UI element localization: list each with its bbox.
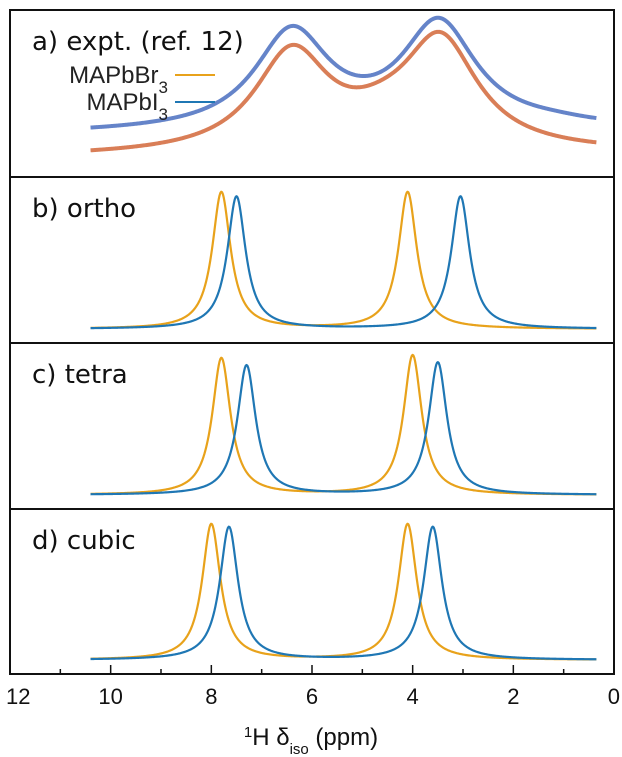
legend-label-sub-1: 3 <box>159 105 168 124</box>
series-line-mapbbr3-panel-3 <box>90 353 597 496</box>
panels-layer: a) expt. (ref. 12) b) ortho c) tetra d) cub… <box>32 15 598 661</box>
panel-label-2: b) ortho <box>32 194 136 224</box>
series-line-mapbbr3-panel-2 <box>90 190 597 330</box>
series-line-mapbi3-panel-1 <box>89 15 598 130</box>
x-axis-title-main: H δ <box>252 724 289 751</box>
panel-label-4: d) cubic <box>32 526 136 556</box>
series-line-mapbbr3-panel-1 <box>89 29 598 153</box>
panel-4: d) cubic <box>32 522 597 661</box>
legend-label-prefix-1: MAPbI <box>87 89 159 116</box>
panel-3: c) tetra <box>32 353 597 496</box>
x-axis: 12 10 8 6 4 2 0 1H δiso (ppm) <box>6 665 620 757</box>
series-line-mapbbr3-panel-4 <box>90 522 597 661</box>
x-axis-title-unit: (ppm) <box>309 724 378 751</box>
x-tick-label-0: 0 <box>608 684 620 709</box>
x-tick-label-12: 12 <box>6 684 30 709</box>
x-axis-title-sup: 1 <box>244 724 252 741</box>
panel-2: b) ortho <box>32 190 597 330</box>
x-tick-label-10: 10 <box>98 684 122 709</box>
series-line-mapbi3-panel-2 <box>90 195 597 330</box>
x-axis-title: 1H δiso (ppm) <box>244 724 378 757</box>
legend-label-sub-0: 3 <box>159 78 168 97</box>
legend-label-0: MAPbBr3 <box>69 62 168 97</box>
x-tick-label-2: 2 <box>507 684 519 709</box>
panel-label-1: a) expt. (ref. 12) <box>32 27 244 57</box>
series-line-mapbi3-panel-3 <box>90 360 597 496</box>
legend-label-1: MAPbI3 <box>87 89 169 124</box>
legend-label-prefix-0: MAPbBr <box>69 62 158 89</box>
x-tick-label-4: 4 <box>407 684 419 709</box>
x-tick-label-8: 8 <box>205 684 217 709</box>
x-axis-title-sub: iso <box>290 741 309 757</box>
panel-1: a) expt. (ref. 12) <box>32 15 598 153</box>
series-line-mapbi3-panel-4 <box>90 525 597 661</box>
x-tick-label-6: 6 <box>306 684 318 709</box>
panel-label-3: c) tetra <box>32 360 128 390</box>
